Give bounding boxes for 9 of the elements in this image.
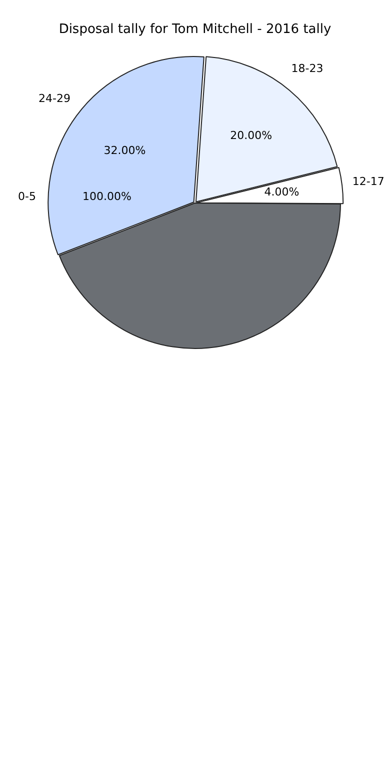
chart-title: Disposal tally for Tom Mitchell - 2016 tally [58,22,332,39]
data-label: 32.00% [104,144,146,158]
slice-label: 18-23 [291,62,324,76]
slice-label: 12-17 [352,175,384,188]
slice-label: 24-29 [38,92,70,106]
data-label: 4.00% [264,186,300,199]
data-label: 20.00% [230,128,272,142]
text: 100.00% [82,190,132,203]
text: 0-5 [18,190,36,203]
